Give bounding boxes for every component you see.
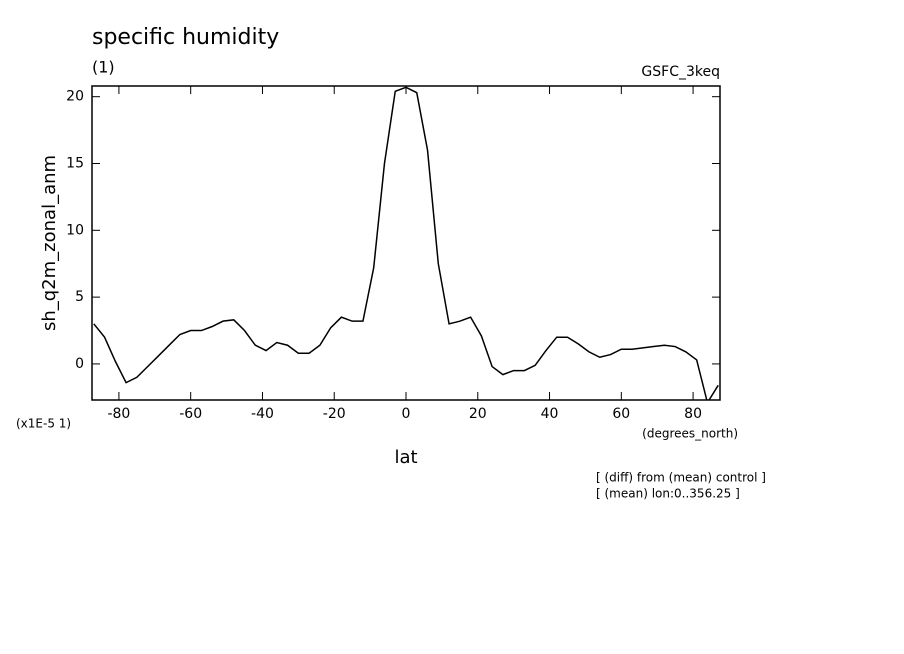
y-scale-label: (x1E-5 1): [16, 417, 71, 431]
y-tick-label: 5: [75, 289, 84, 305]
y-tick-label: 10: [66, 222, 84, 238]
x-tick-label: 60: [612, 406, 630, 422]
y-axis-label: sh_q2m_zonal_anm: [39, 155, 60, 331]
y-tick-label: 20: [66, 89, 84, 105]
x-tick-label: 0: [402, 406, 411, 422]
x-tick-label: -20: [323, 406, 346, 422]
note: [ (mean) lon:0..356.25 ]: [596, 487, 740, 501]
note: [ (diff) from (mean) control ]: [596, 471, 766, 485]
x-tick-label: 80: [684, 406, 702, 422]
x-tick-label: 20: [469, 406, 487, 422]
source: GSFC_3keq: [641, 64, 720, 80]
subtitle: (1): [92, 58, 115, 77]
x-tick-label: -60: [179, 406, 202, 422]
y-tick-label: 0: [75, 356, 84, 372]
plot-frame: [91, 85, 721, 401]
x-axis-label: lat: [394, 447, 417, 468]
x-units: (degrees_north): [642, 427, 738, 441]
y-tick-label: 15: [66, 155, 84, 171]
x-tick-label: -40: [251, 406, 274, 422]
chart-title: specific humidity: [92, 25, 279, 50]
x-tick-label: 40: [541, 406, 559, 422]
x-tick-label: -80: [107, 406, 130, 422]
data-line: [93, 86, 719, 400]
